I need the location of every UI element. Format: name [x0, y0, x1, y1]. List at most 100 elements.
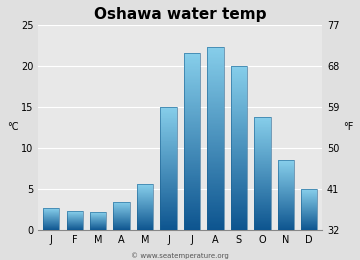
Bar — [160, 157, 177, 158]
Bar — [278, 204, 294, 205]
Bar — [160, 182, 177, 183]
Y-axis label: °F: °F — [343, 122, 353, 132]
Bar — [184, 175, 200, 176]
Bar — [184, 195, 200, 196]
Bar — [254, 132, 271, 133]
Bar — [207, 140, 224, 141]
Bar — [207, 120, 224, 121]
Bar — [184, 101, 200, 102]
Bar — [231, 169, 247, 170]
Bar — [184, 89, 200, 90]
Bar — [137, 208, 153, 209]
Bar — [278, 211, 294, 212]
Bar — [301, 207, 318, 208]
Bar — [301, 192, 318, 193]
Bar — [254, 228, 271, 229]
Bar — [207, 141, 224, 142]
Bar — [207, 169, 224, 170]
Bar — [278, 191, 294, 192]
Bar — [160, 174, 177, 175]
Bar — [137, 188, 153, 189]
Bar — [231, 186, 247, 187]
Bar — [231, 165, 247, 166]
Bar — [160, 133, 177, 134]
Bar — [254, 218, 271, 219]
Bar — [301, 222, 318, 223]
Bar — [254, 198, 271, 199]
Bar — [160, 180, 177, 181]
Bar — [184, 55, 200, 56]
Bar — [231, 174, 247, 176]
Bar — [207, 148, 224, 149]
Bar — [231, 153, 247, 155]
Bar — [207, 135, 224, 136]
Bar — [231, 195, 247, 196]
Bar — [278, 227, 294, 228]
Bar — [160, 228, 177, 229]
Bar — [184, 121, 200, 122]
Bar — [207, 228, 224, 229]
Bar — [231, 229, 247, 230]
Bar — [231, 170, 247, 171]
Bar — [231, 95, 247, 96]
Bar — [254, 185, 271, 186]
Bar — [207, 130, 224, 131]
Bar — [254, 117, 271, 230]
Bar — [207, 204, 224, 205]
Bar — [207, 216, 224, 217]
Bar — [231, 211, 247, 212]
Bar — [254, 145, 271, 146]
Bar — [231, 222, 247, 223]
Bar — [207, 137, 224, 139]
Bar — [301, 195, 318, 196]
Bar — [160, 132, 177, 133]
Bar — [254, 164, 271, 165]
Bar — [254, 148, 271, 149]
Bar — [184, 182, 200, 183]
Bar — [184, 77, 200, 78]
Bar — [231, 181, 247, 182]
Bar — [254, 226, 271, 227]
Bar — [254, 142, 271, 143]
Bar — [137, 205, 153, 206]
Bar — [184, 197, 200, 199]
Bar — [207, 179, 224, 180]
Bar — [278, 192, 294, 193]
Bar — [184, 174, 200, 175]
Bar — [160, 178, 177, 179]
Bar — [137, 218, 153, 219]
Bar — [184, 168, 200, 169]
Bar — [301, 211, 318, 212]
Bar — [207, 163, 224, 164]
Bar — [207, 139, 224, 140]
Bar — [207, 199, 224, 200]
Bar — [184, 180, 200, 181]
Bar — [184, 140, 200, 141]
Bar — [207, 73, 224, 74]
Bar — [160, 134, 177, 135]
Bar — [254, 205, 271, 206]
Bar — [184, 104, 200, 105]
Bar — [301, 226, 318, 227]
Bar — [160, 165, 177, 166]
Bar — [184, 149, 200, 150]
Y-axis label: °C: °C — [7, 122, 18, 132]
Bar — [184, 53, 200, 55]
Bar — [184, 202, 200, 203]
Bar — [254, 199, 271, 200]
Bar — [301, 218, 318, 219]
Bar — [207, 79, 224, 80]
Bar — [278, 167, 294, 168]
Bar — [254, 184, 271, 185]
Bar — [137, 191, 153, 192]
Bar — [207, 197, 224, 199]
Bar — [207, 187, 224, 189]
Bar — [301, 225, 318, 226]
Bar — [137, 221, 153, 222]
Bar — [254, 182, 271, 183]
Bar — [278, 222, 294, 223]
Bar — [160, 194, 177, 195]
Bar — [231, 148, 247, 149]
Bar — [254, 168, 271, 169]
Bar — [254, 179, 271, 180]
